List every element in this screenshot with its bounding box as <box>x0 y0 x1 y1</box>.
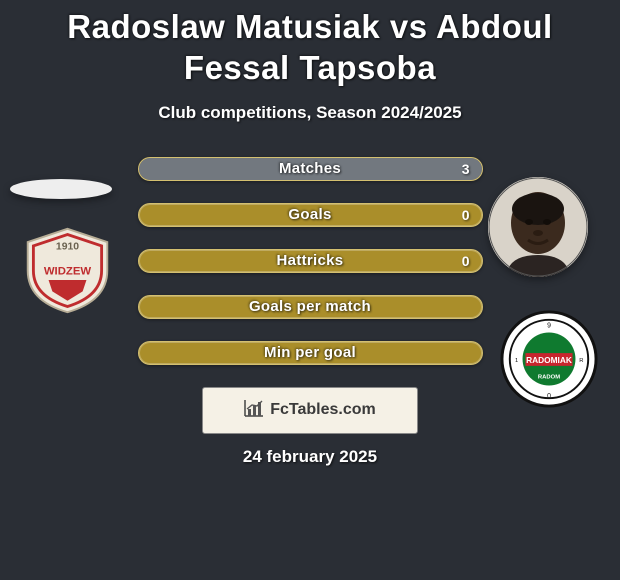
svg-text:RADOM: RADOM <box>538 375 560 381</box>
stat-bar: 0Goals <box>138 203 483 227</box>
club-left-badge: 1910 WIDZEW <box>20 225 115 315</box>
bar-label: Matches <box>139 158 482 180</box>
player-right-avatar <box>488 177 588 277</box>
stat-bar: Goals per match <box>138 295 483 319</box>
date-label: 24 february 2025 <box>0 447 620 467</box>
bar-label: Goals per match <box>139 296 482 318</box>
comparison-bars: 3Matches 0Goals 0Hattricks Goals per match M… <box>138 157 483 365</box>
subtitle: Club competitions, Season 2024/2025 <box>0 103 620 123</box>
svg-text:1910: 1910 <box>56 242 79 253</box>
svg-text:9: 9 <box>547 323 551 330</box>
stat-bar: 0Hattricks <box>138 249 483 273</box>
fctables-label: FcTables.com <box>270 401 376 419</box>
svg-text:1: 1 <box>515 358 518 364</box>
player-left-avatar <box>10 179 112 199</box>
svg-text:RADOMIAK: RADOMIAK <box>526 355 572 365</box>
bar-label: Goals <box>139 204 482 226</box>
svg-text:R: R <box>579 358 583 364</box>
chart-icon <box>244 399 264 422</box>
bar-label: Hattricks <box>139 250 482 272</box>
svg-text:0: 0 <box>547 393 551 400</box>
club-right-badge: RADOMIAK 9 0 RADOM 1 R <box>500 310 598 408</box>
fctables-watermark: FcTables.com <box>202 387 418 434</box>
svg-text:WIDZEW: WIDZEW <box>44 265 92 277</box>
stat-bar: Min per goal <box>138 341 483 365</box>
stat-bar: 3Matches <box>138 157 483 181</box>
bar-label: Min per goal <box>139 342 482 364</box>
page-title: Radoslaw Matusiak vs Abdoul Fessal Tapso… <box>0 0 620 89</box>
